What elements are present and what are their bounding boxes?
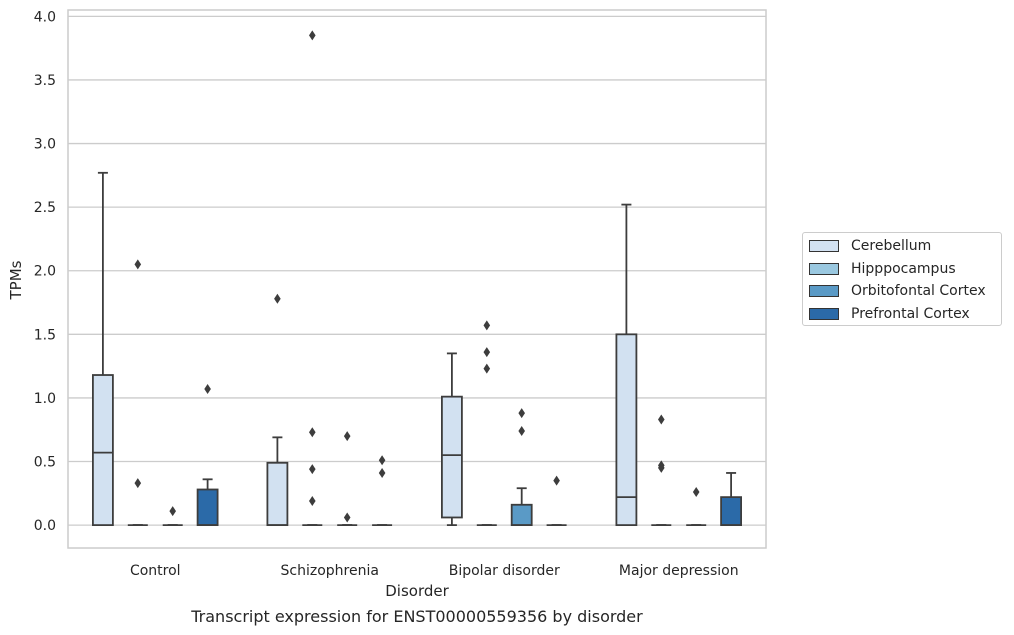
plot-area-frame: [67, 9, 767, 549]
x-tick-label: Schizophrenia: [281, 563, 379, 579]
gridlines: [68, 15, 766, 526]
outlier-point: [204, 384, 211, 395]
x-tick-label: Bipolar disorder: [449, 563, 560, 579]
y-tick-label: 4.0: [34, 9, 56, 25]
outlier-point: [309, 427, 316, 438]
outlier-point: [483, 347, 491, 358]
y-tick-label: 3.5: [34, 73, 56, 89]
legend-swatch: [809, 262, 839, 275]
legend-swatch: [809, 307, 839, 320]
box: [266, 461, 289, 527]
outlier-point: [134, 478, 142, 489]
x-axis-ticks: Control Schizophrenia Bipolar disorder Majo…: [130, 563, 739, 579]
legend-label: Hipppocampus: [851, 260, 956, 277]
outlier-point: [378, 455, 386, 466]
legend-label: Orbitofontal Cortex: [851, 283, 986, 299]
chart-title: Transcript expression for ENST0000055935…: [190, 607, 643, 626]
outlier-point: [518, 408, 525, 419]
y-tick-label: 1.5: [34, 327, 56, 343]
box: [196, 488, 219, 527]
outlier-point: [658, 462, 665, 473]
outlier-point: [518, 425, 525, 436]
y-axis-ticks: 0.0 0.5 1.0 1.5 2.0 2.5 3.0 3.5 4.0: [34, 9, 56, 534]
y-tick-label: 3.0: [34, 137, 56, 153]
legend-label: Prefrontal Cortex: [851, 305, 970, 322]
boxes: [92, 30, 742, 527]
legend-item: Prefrontal Cortex: [809, 304, 970, 324]
y-axis-label: TPMs: [7, 260, 25, 300]
legend: Cerebellum Hipppocampus Orbitofontal Corte…: [802, 232, 1002, 326]
outlier-point: [483, 320, 491, 331]
x-tick-label: Control: [130, 563, 181, 579]
legend-item: Orbitofontal Cortex: [809, 281, 986, 301]
outlier-point: [553, 475, 560, 486]
box: [92, 374, 114, 527]
x-axis-label: Disorder: [385, 582, 449, 600]
outlier-point: [169, 506, 176, 517]
x-tick-label: Major depression: [619, 563, 739, 579]
legend-swatch: [809, 285, 839, 297]
box: [615, 333, 638, 527]
legend-swatch: [809, 240, 839, 252]
outlier-point: [309, 30, 316, 41]
box: [720, 496, 742, 527]
y-tick-label: 0.0: [34, 518, 56, 534]
box: [440, 395, 463, 519]
box: [510, 503, 533, 527]
outlier-point: [343, 512, 351, 523]
y-tick-label: 0.5: [34, 455, 56, 471]
outlier-point: [134, 259, 142, 270]
y-tick-label: 1.0: [34, 391, 56, 407]
legend-item: Cerebellum: [809, 236, 931, 256]
outlier-point: [274, 293, 281, 304]
outlier-point: [309, 495, 316, 506]
y-tick-label: 2.5: [34, 200, 56, 216]
outlier-point: [343, 431, 351, 442]
legend-label: Cerebellum: [851, 238, 932, 254]
outlier-point: [309, 464, 316, 475]
legend-item: Hipppocampus: [809, 259, 956, 279]
outlier-point: [378, 467, 386, 478]
outlier-point: [483, 363, 491, 374]
outlier-point: [658, 414, 665, 425]
outlier-point: [692, 487, 700, 498]
y-tick-label: 2.0: [34, 264, 56, 280]
